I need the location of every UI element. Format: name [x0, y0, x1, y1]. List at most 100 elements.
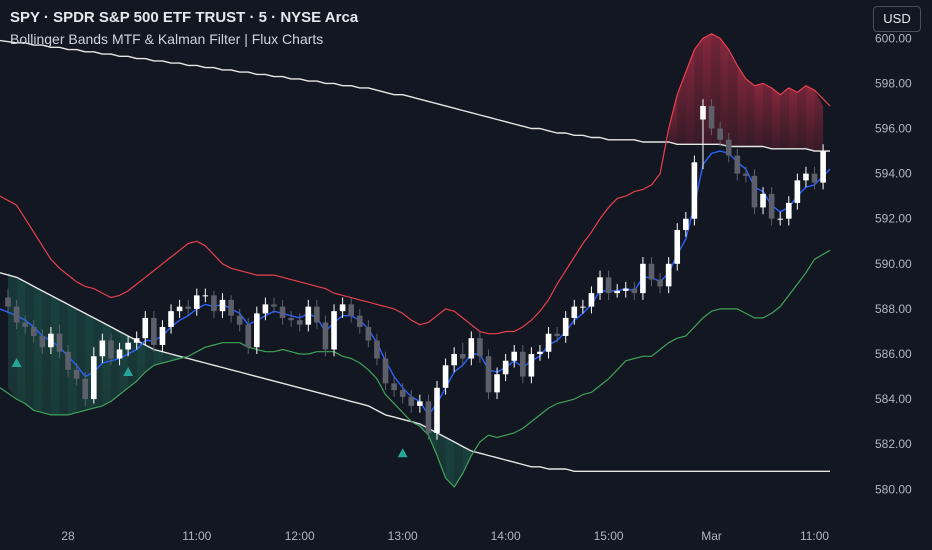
candle-body — [485, 356, 492, 393]
candle-body — [477, 338, 483, 357]
upper-band-fill — [763, 83, 772, 149]
candle-body — [494, 374, 500, 393]
lower-band-fill — [462, 446, 472, 474]
lower-band-fill — [437, 432, 446, 479]
candle-body — [674, 229, 681, 264]
candle-body — [665, 263, 672, 287]
x-tick-label: Mar — [701, 529, 722, 543]
upper-band-fill — [805, 85, 815, 152]
y-tick-label: 580.00 — [875, 482, 912, 496]
candle-body — [614, 290, 620, 294]
upper-band-fill — [754, 83, 764, 147]
candle-body — [605, 277, 612, 294]
indicator-title: Bollinger Bands MTF & Kalman Filter | Fl… — [10, 31, 324, 47]
lower-band-fill — [153, 349, 163, 366]
candle-body — [777, 218, 783, 220]
candle-body — [571, 306, 578, 318]
y-tick-label: 590.00 — [875, 257, 912, 271]
y-tick-label: 594.00 — [875, 167, 912, 181]
candle-body — [5, 297, 11, 307]
candle-body — [39, 335, 46, 348]
candle-body — [751, 175, 758, 208]
upper-band-fill — [780, 87, 789, 149]
currency-button[interactable]: USD — [873, 6, 921, 32]
lower-band-fill — [25, 281, 34, 411]
candle-body — [451, 354, 457, 366]
upper-band-line — [0, 33, 831, 335]
x-tick-label: 11:00 — [182, 529, 211, 543]
candle-body — [262, 304, 269, 314]
candle-body — [631, 288, 638, 294]
candle-body — [562, 317, 569, 336]
candle-body — [588, 293, 595, 307]
y-tick-label: 582.00 — [875, 437, 912, 451]
candle-body — [442, 365, 449, 388]
candle-body — [314, 306, 320, 323]
candle-body — [725, 139, 732, 156]
upper-band-fill — [745, 78, 755, 147]
y-tick-label: 586.00 — [875, 347, 912, 361]
lower-band-fill — [50, 295, 60, 415]
candle-body — [391, 383, 397, 391]
lower-band-fill — [428, 428, 437, 456]
candle-body — [554, 333, 560, 336]
candle-body — [528, 354, 535, 377]
candle-body — [176, 306, 183, 312]
candle-body — [785, 202, 792, 219]
candle-body — [502, 360, 509, 375]
candle-body — [734, 155, 741, 174]
buy-signals — [11, 358, 408, 458]
candle-body — [580, 306, 586, 308]
candle-body — [434, 387, 440, 433]
upper-band-fill — [720, 38, 729, 147]
price-axis[interactable]: 580.00 582.00 584.00 586.00 588.00 590.00 592.… — [875, 31, 912, 496]
lower-band-fill — [445, 437, 455, 488]
candle-body — [65, 351, 71, 370]
candle-body — [99, 340, 106, 357]
candle-body — [417, 401, 423, 406]
candle-body — [82, 378, 89, 400]
x-tick-label: 14:00 — [491, 529, 521, 543]
candle-body — [91, 356, 97, 400]
y-tick-label: 598.00 — [875, 76, 912, 90]
candle-body — [159, 326, 166, 345]
candle-body — [22, 322, 28, 327]
candle-body — [228, 299, 234, 316]
candles — [5, 99, 826, 440]
candle-body — [365, 326, 372, 341]
candle-body — [116, 349, 123, 359]
candle-body — [219, 299, 226, 312]
symbol-title: SPY · SPDR S&P 500 ETF TRUST · 5 · NYSE … — [10, 9, 359, 26]
candle-body — [408, 396, 415, 406]
upper-band-fill — [797, 85, 806, 149]
time-axis[interactable]: 28 11:00 12:00 13:00 14:00 15:00 Mar 11:00 — [61, 529, 829, 543]
candle-body — [700, 105, 706, 120]
candle-body — [125, 342, 131, 350]
candle-body — [56, 333, 63, 352]
y-tick-label: 600.00 — [875, 31, 912, 45]
candle-body — [356, 315, 363, 327]
candle-body — [468, 338, 475, 359]
y-tick-label: 592.00 — [875, 212, 912, 226]
candle-body — [399, 390, 406, 397]
lower-band-fill — [110, 326, 120, 402]
htf-lower-line — [0, 272, 830, 472]
candle-body — [288, 317, 294, 321]
candle-body — [657, 279, 663, 287]
lower-band-fill — [145, 344, 154, 373]
candle-body — [30, 326, 37, 336]
candle-body — [331, 311, 337, 350]
lower-band-fill — [33, 286, 43, 413]
candle-body — [73, 369, 80, 379]
band-fills — [8, 33, 824, 488]
candle-body — [193, 295, 200, 309]
upper-band-fill — [728, 49, 738, 147]
upper-band-fill — [771, 87, 781, 149]
candle-body — [133, 338, 140, 343]
upper-band-fill — [814, 90, 824, 152]
candle-body — [691, 162, 698, 219]
lower-band-fill — [119, 331, 129, 395]
candle-body — [545, 333, 552, 352]
candle-body — [794, 180, 801, 203]
